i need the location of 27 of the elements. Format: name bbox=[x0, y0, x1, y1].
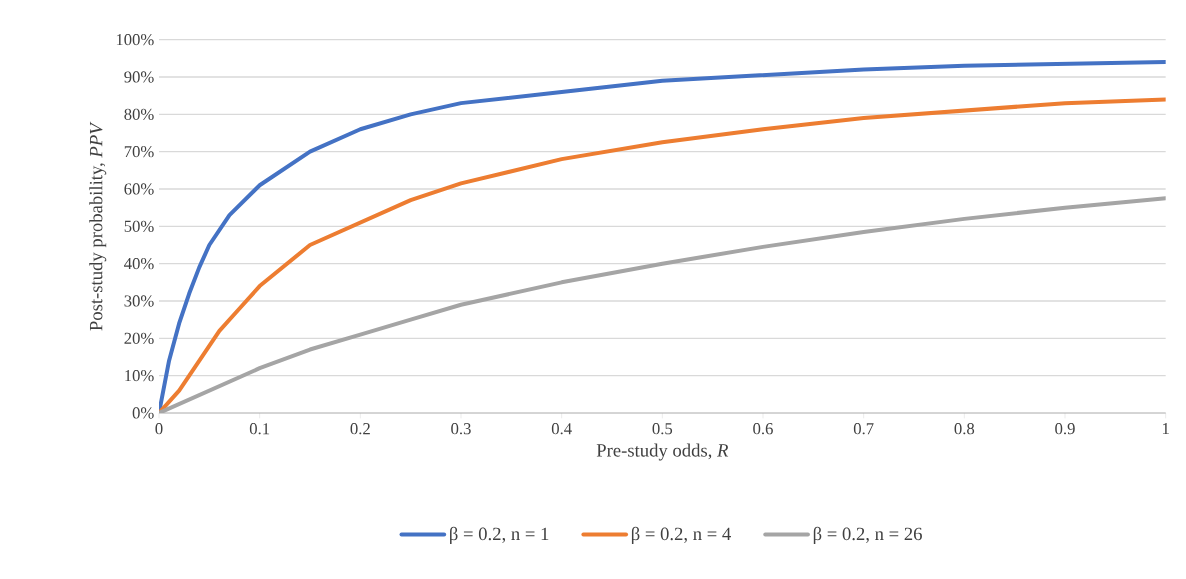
y-tick-label: 60% bbox=[124, 183, 154, 195]
x-tick-label: 0.2 bbox=[350, 423, 370, 435]
y-tick-label: 0% bbox=[132, 407, 154, 419]
x-tick-label: 0.8 bbox=[954, 423, 975, 435]
x-tick-label: 0.5 bbox=[652, 423, 673, 435]
y-tick-label: 90% bbox=[124, 71, 154, 83]
x-tick-label: 0 bbox=[155, 423, 163, 435]
x-axis-title: Pre-study odds, R bbox=[596, 443, 729, 461]
x-tick-label: 0.1 bbox=[249, 423, 270, 435]
x-tick-label: 1 bbox=[1162, 423, 1169, 435]
x-tick-label: 0.7 bbox=[853, 423, 874, 435]
x-tick-label: 0.6 bbox=[753, 423, 773, 435]
y-axis-title: Post-study probability, PPV bbox=[89, 121, 107, 331]
y-tick-label: 20% bbox=[124, 332, 154, 344]
y-tick-label: 70% bbox=[124, 146, 154, 158]
legend-label: β = 0.2, n = 1 bbox=[450, 526, 549, 544]
x-tick-label: 0.4 bbox=[551, 423, 572, 435]
y-tick-label: 10% bbox=[125, 370, 154, 382]
y-tick-label: 30% bbox=[124, 295, 154, 307]
y-tick-label: 80% bbox=[124, 108, 154, 120]
y-tick-label: 100% bbox=[116, 34, 154, 46]
y-tick-label: 40% bbox=[124, 258, 154, 270]
x-tick-label: 0.3 bbox=[451, 423, 471, 435]
y-tick-label: 50% bbox=[124, 220, 154, 232]
legend-label: β = 0.2, n = 4 bbox=[631, 526, 731, 544]
x-tick-label: 0.9 bbox=[1055, 423, 1075, 435]
legend-label: β = 0.2, n = 26 bbox=[813, 526, 922, 544]
